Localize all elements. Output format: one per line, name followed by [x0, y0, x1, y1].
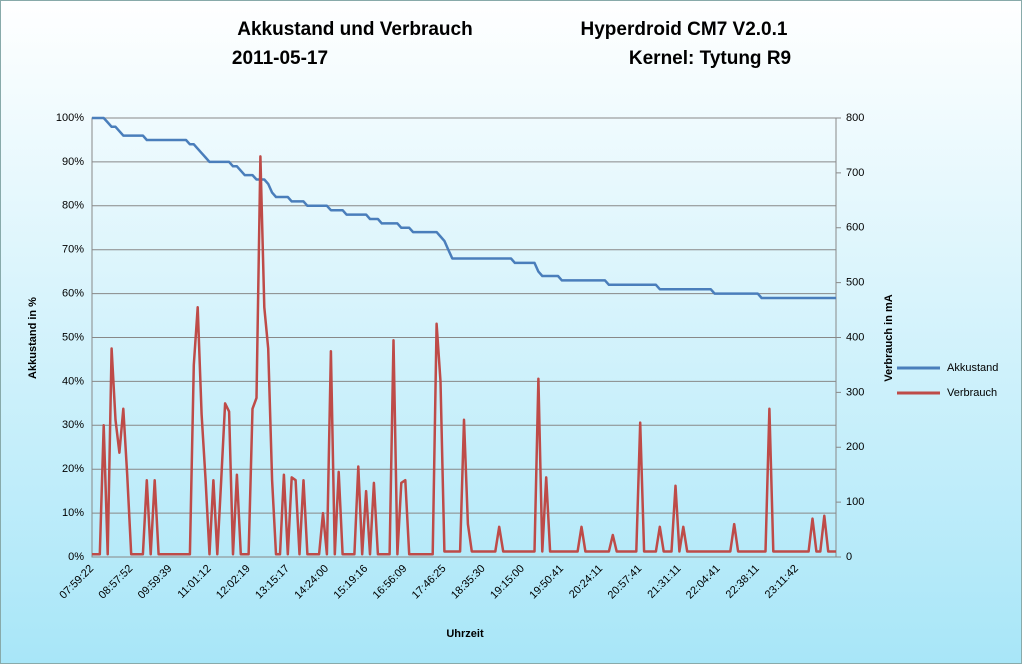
y2-tick-label: 200 — [846, 441, 864, 453]
y-tick-label: 60% — [62, 288, 84, 300]
y-tick-label: 70% — [62, 244, 84, 256]
chart-title: Hyperdroid CM7 V2.0.1 — [581, 19, 788, 40]
chart-title: Kernel: Tytung R9 — [629, 48, 791, 69]
y-tick-label: 10% — [62, 507, 84, 519]
y2-tick-label: 600 — [846, 222, 864, 234]
y-tick-label: 30% — [62, 419, 84, 431]
y2-tick-label: 300 — [846, 386, 864, 398]
y2-tick-label: 100 — [846, 496, 864, 508]
chart-title: Akkustand und Verbrauch — [237, 19, 472, 40]
y-tick-label: 20% — [62, 463, 84, 475]
y-tick-label: 90% — [62, 156, 84, 168]
y-tick-label: 100% — [56, 112, 84, 124]
y2-tick-label: 400 — [846, 331, 864, 343]
data-line — [92, 116, 836, 300]
legend-label: Verbrauch — [947, 387, 997, 399]
chart-title: 2011-05-17 — [232, 48, 328, 69]
y-tick-label: 50% — [62, 331, 84, 343]
y2-tick-label: 700 — [846, 167, 864, 179]
y-tick-label: 80% — [62, 200, 84, 212]
y2-tick-label: 0 — [846, 551, 852, 563]
y-tick-label: 40% — [62, 375, 84, 387]
y2-tick-label: 800 — [846, 112, 864, 124]
x-axis-label: Uhrzeit — [446, 628, 484, 640]
y2-tick-label: 500 — [846, 277, 864, 289]
data-line — [92, 155, 836, 556]
y2-axis-label: Verbrauch in mA — [883, 294, 895, 381]
y-tick-label: 0% — [68, 551, 84, 563]
y-axis-label: Akkustand in % — [27, 297, 39, 379]
legend-label: Akkustand — [947, 362, 998, 374]
